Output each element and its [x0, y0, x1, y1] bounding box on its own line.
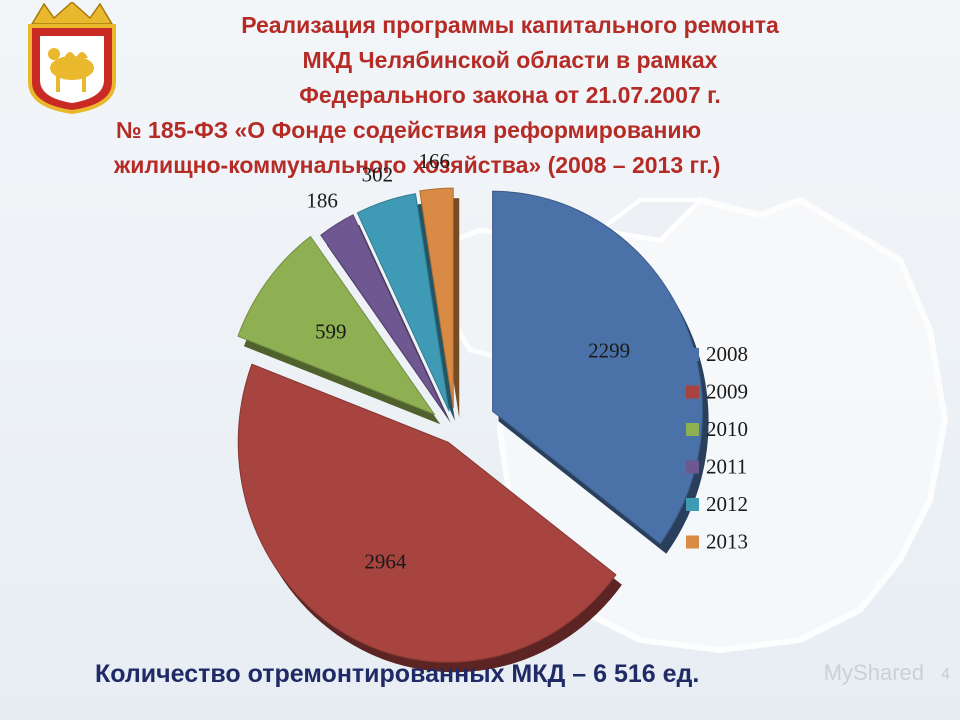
pie-slice-2011 [320, 214, 446, 414]
title-line-1: Реализация программы капитального ремонт… [241, 12, 779, 38]
data-label-2013: 166 [418, 149, 450, 173]
coat-of-arms-emblem [28, 2, 116, 114]
data-label-2012: 302 [362, 162, 394, 186]
pie-slice-2013 [419, 187, 454, 409]
legend-label-2013: 2013 [706, 530, 748, 554]
legend-swatch-2012 [686, 498, 699, 511]
pie-slice-2012 [356, 193, 450, 412]
legend-swatch-2013 [686, 535, 699, 549]
legend-label-2009: 2009 [706, 380, 748, 404]
title-line-4: № 185-ФЗ «О Фонде содействия реформирова… [116, 117, 702, 143]
legend-label-2010: 2010 [706, 417, 748, 441]
data-label-2011: 186 [306, 188, 338, 212]
legend-label-2012: 2012 [706, 492, 748, 516]
page-number: 4 [941, 666, 950, 683]
watermark: MyShared [823, 660, 924, 685]
data-label-2010: 599 [315, 320, 347, 344]
legend-label-2011: 2011 [706, 455, 747, 479]
legend-swatch-2011 [686, 460, 699, 474]
legend-swatch-2008 [686, 348, 699, 361]
footer-total: Количество отремонтированных МКД – 6 516… [95, 660, 700, 688]
data-label-2009: 2964 [364, 550, 407, 574]
pie-slice-2008 [492, 190, 704, 545]
pie-slice-2009 [237, 363, 617, 663]
legend-swatch-2010 [686, 423, 699, 436]
title-line-5: жилищно-коммунального хозяйства» (2008 –… [114, 152, 721, 178]
data-label-2008: 2299 [588, 338, 630, 362]
slide-title: Реализация программы капитального ремонт… [110, 8, 910, 183]
title-line-2: МКД Челябинской области в рамках [302, 47, 718, 73]
legend-label-2008: 2008 [706, 342, 748, 366]
legend-swatch-2009 [686, 385, 699, 399]
pie-slice-2010 [237, 235, 436, 416]
title-line-3: Федерального закона от 21.07.2007 г. [299, 82, 721, 108]
